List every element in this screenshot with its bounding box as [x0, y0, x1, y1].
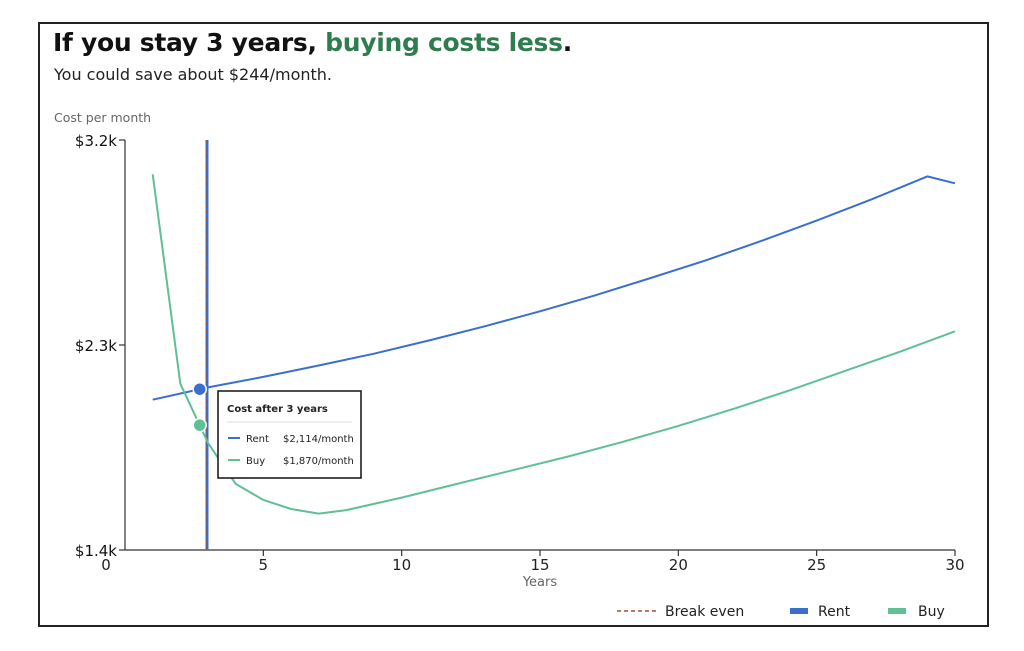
marker-rent	[192, 381, 207, 397]
y-tick-label: $2.3k	[75, 337, 117, 355]
y-tick-label: $1.4k	[75, 542, 117, 560]
series-line-buy	[151, 174, 956, 515]
tooltip-title: Cost after 3 years	[227, 404, 328, 415]
legend: Break even Rent Buy	[617, 604, 945, 620]
x-tick-label: 25	[807, 556, 826, 574]
subhead: You could save about $244/month.	[54, 65, 332, 84]
marker-buy	[192, 417, 207, 433]
tooltip-row-label: Buy	[246, 456, 265, 467]
headline-accent: buying costs less	[325, 28, 563, 57]
tooltip: Cost after 3 years Rent $2,114/month Buy $1,…	[217, 390, 362, 479]
axes: Cost per month $1.4k $2.3k $3.2k 0 5 10 15 20 25 3…	[54, 110, 965, 590]
legend-label: Break even	[665, 604, 744, 620]
series-layer	[151, 174, 956, 515]
y-axis-label: Cost per month	[54, 110, 151, 125]
headline: If you stay 3 years, buying costs less.	[53, 28, 572, 57]
legend-label: Rent	[818, 604, 851, 620]
headline-plain: If you stay 3 years,	[53, 28, 326, 57]
tooltip-row-value: $1,870/month	[283, 456, 354, 467]
tooltip-box	[217, 390, 362, 479]
x-tick-label: 10	[392, 556, 411, 574]
markers	[192, 381, 207, 433]
chart-frame	[38, 22, 989, 627]
series-line-rent	[152, 175, 956, 401]
x-tick-label: 30	[945, 556, 964, 574]
x-axis-label: Years	[522, 575, 558, 590]
x-tick-label: 20	[669, 556, 688, 574]
x-tick-label: 5	[259, 556, 269, 574]
y-tick-label: $3.2k	[75, 132, 117, 150]
headline-end: .	[562, 28, 573, 57]
legend-swatch-rent	[790, 608, 808, 614]
x-tick-label: 0	[101, 556, 111, 574]
legend-swatch-buy	[888, 608, 906, 614]
tooltip-row-value: $2,114/month	[283, 434, 354, 445]
x-tick-label: 15	[530, 556, 549, 574]
tooltip-row-label: Rent	[246, 434, 269, 445]
legend-label: Buy	[918, 604, 945, 620]
